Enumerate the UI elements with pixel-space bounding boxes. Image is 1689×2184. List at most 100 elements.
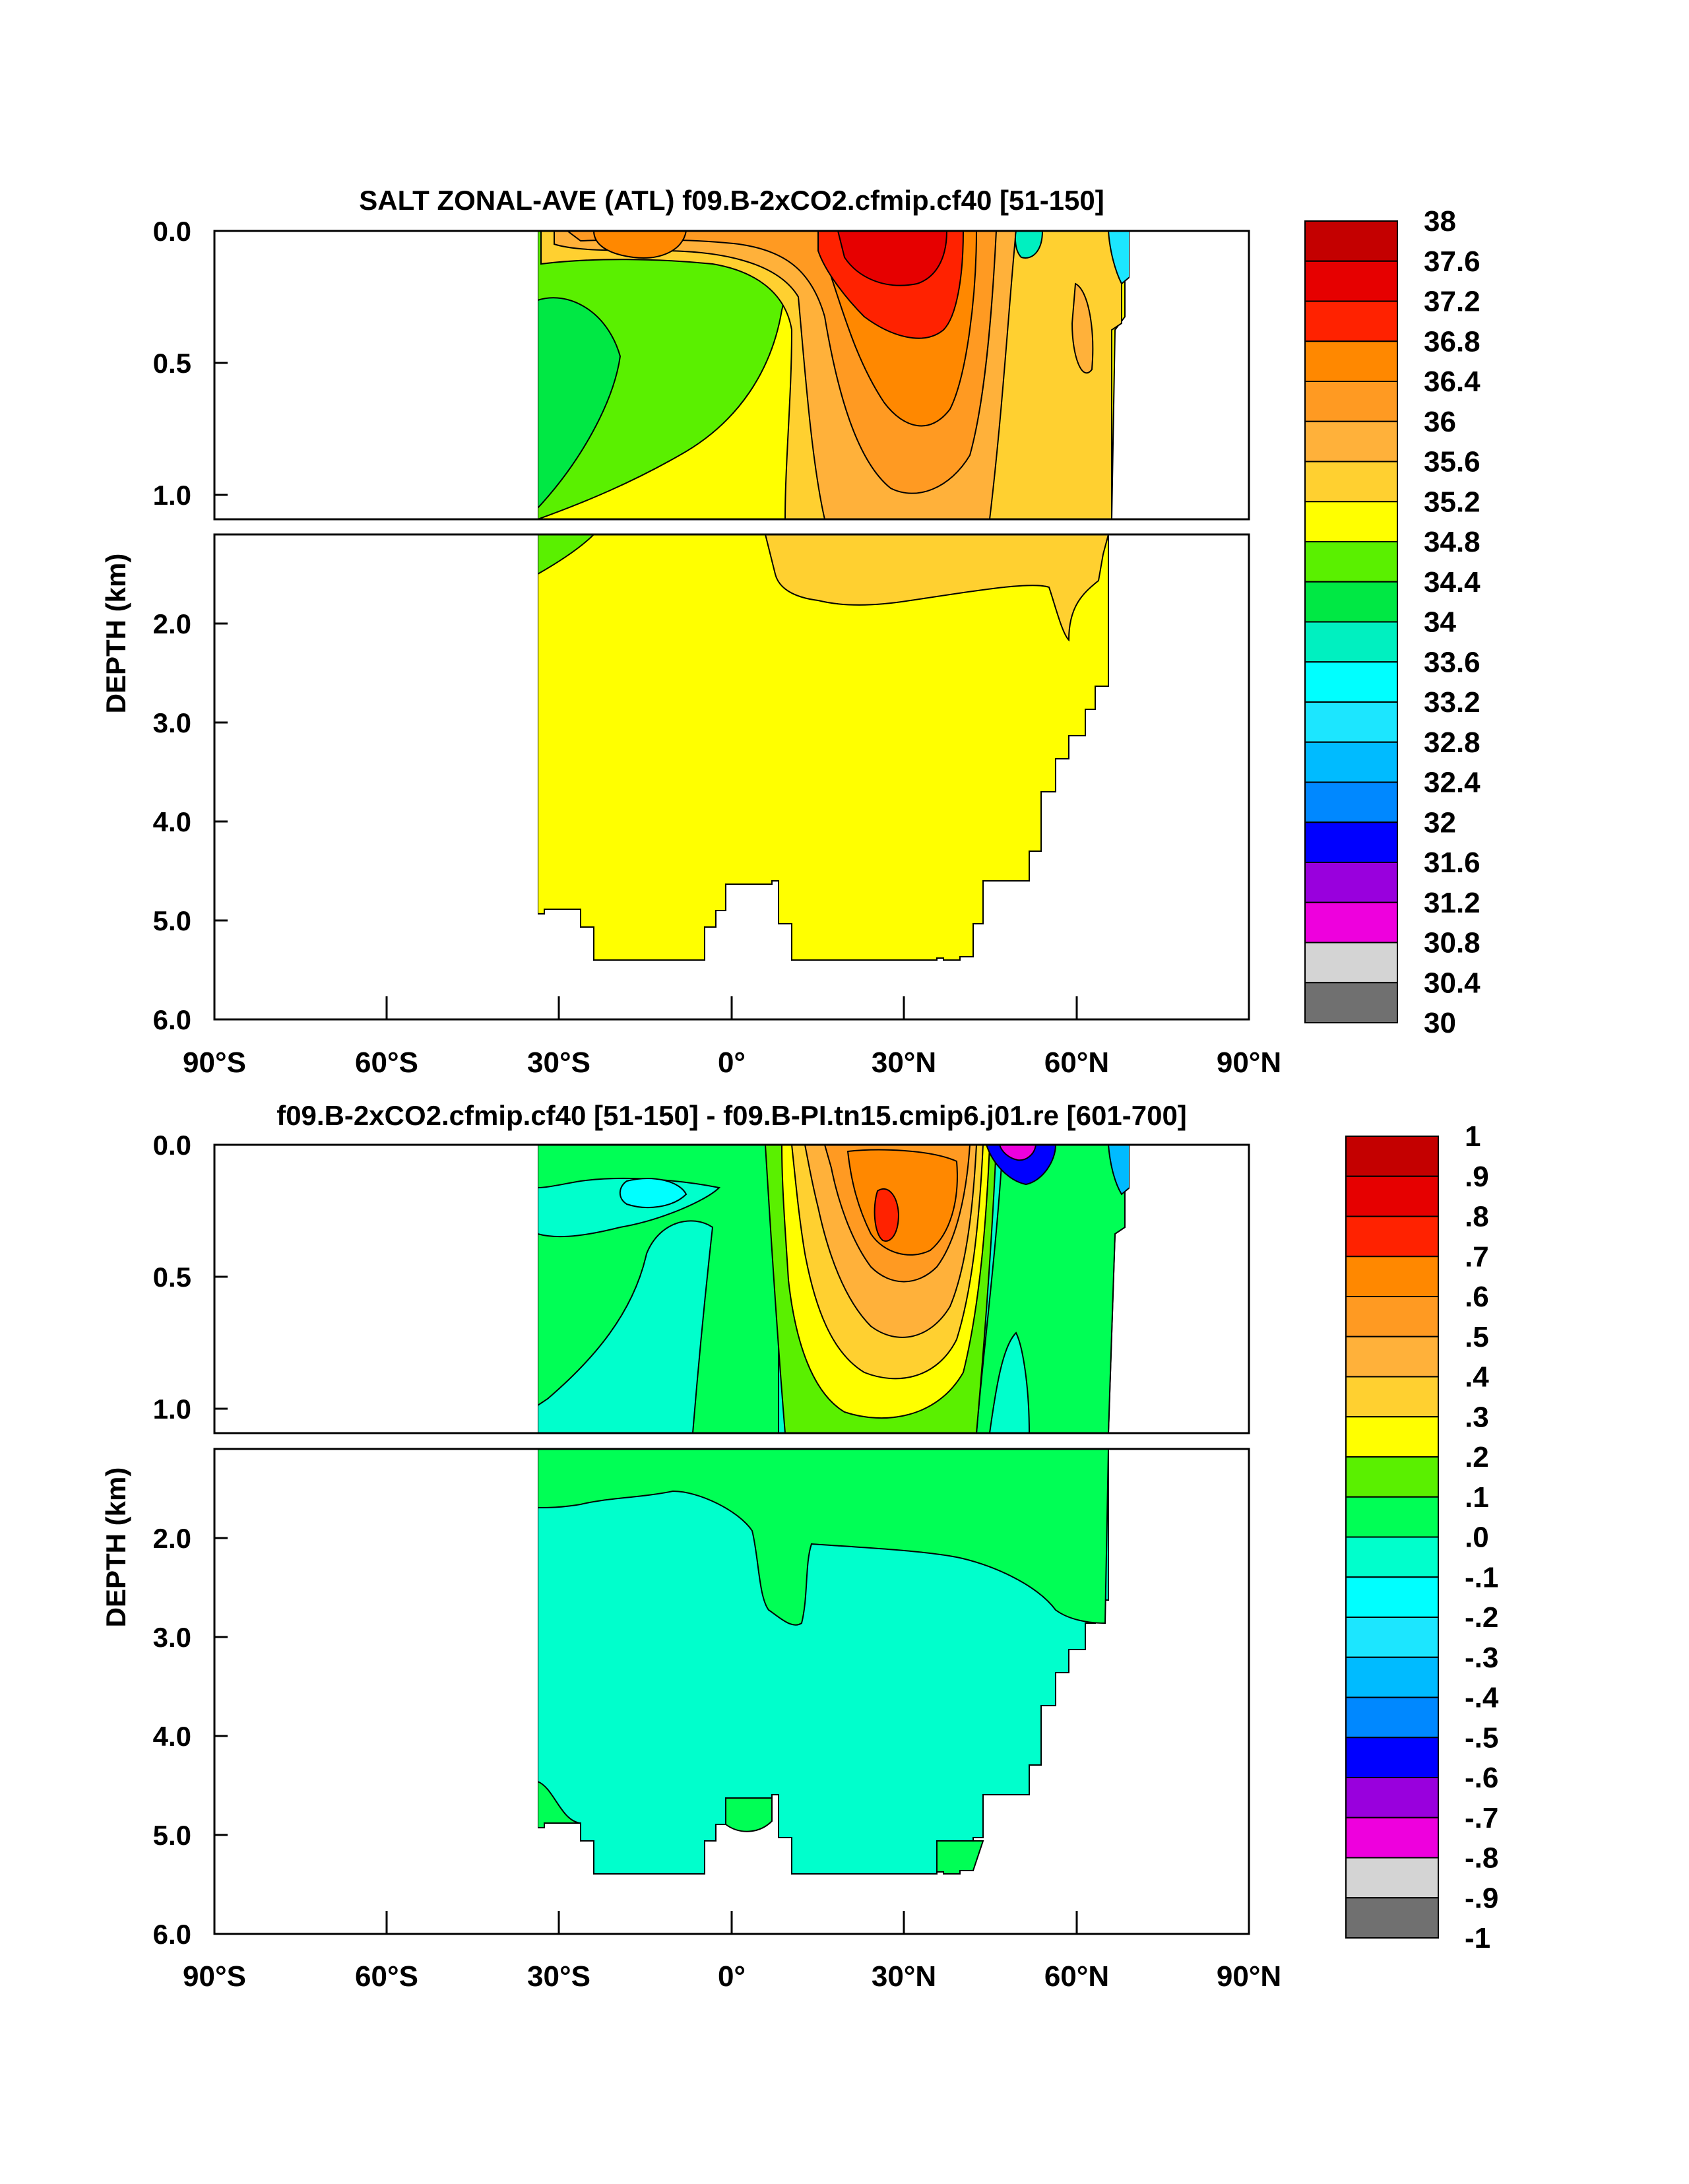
y-tick-label: 4.0: [153, 1721, 191, 1752]
colorbar-label: .4: [1465, 1361, 1489, 1394]
colorbar-swatch: [1304, 781, 1398, 823]
colorbar-label: 30.8: [1424, 927, 1481, 959]
colorbar-label: 38: [1424, 205, 1456, 238]
colorbar-label: 32.4: [1424, 767, 1481, 799]
region-deep-35.2: [764, 534, 1110, 642]
colorbar-swatch: [1304, 581, 1398, 623]
region-deep-0.1-north-bottom: [936, 1840, 984, 1875]
colorbar-label: 35.6: [1424, 446, 1481, 478]
y-tick-label: 0.0: [153, 216, 191, 247]
axes-upper-frame: [213, 1143, 1250, 1434]
colorbar-label: 36: [1424, 406, 1456, 438]
region-deep-34.4: [537, 534, 595, 575]
y-axis-label: DEPTH (km): [100, 554, 131, 714]
colorbar-label: .1: [1465, 1481, 1489, 1514]
x-tick-labels: 90°S 60°S 30°S 0° 30°N 60°N 90°N: [183, 1960, 1281, 1993]
colorbar-swatch: [1304, 661, 1398, 703]
x-tick-label: 90°N: [1217, 1046, 1281, 1079]
colorbar-label: 36.8: [1424, 325, 1481, 358]
colorbar-label: -.5: [1465, 1721, 1498, 1754]
region-diff-minus-0.7: [998, 1145, 1037, 1161]
colorbar-swatch: [1345, 1296, 1439, 1337]
colorbar-label: .7: [1465, 1240, 1489, 1273]
colorbar-swatch: [1345, 1777, 1439, 1818]
colorbar-swatch: [1345, 1576, 1439, 1618]
field-lower: [214, 534, 1110, 1019]
colorbar-swatch: [1345, 1696, 1439, 1739]
colorbar-label: .5: [1465, 1321, 1489, 1353]
field-upper: [214, 231, 1249, 519]
x-tick-label: 90°S: [183, 1046, 246, 1079]
y-tick-label: 6.0: [153, 1004, 191, 1035]
colorbar-label: 34.8: [1424, 526, 1481, 558]
y-tick-label: 0.5: [153, 348, 191, 379]
colorbar-swatch: [1345, 1656, 1439, 1698]
region-deep-0.1: [537, 1449, 1110, 1626]
colorbar-label: 35.2: [1424, 486, 1481, 518]
region-deep-0.1-south-ridge: [725, 1797, 773, 1832]
land-mask-north: [1130, 231, 1249, 519]
colorbar-swatch: [1345, 1376, 1439, 1418]
colorbar-swatch: [1304, 942, 1398, 984]
region-diff-0.1-north: [975, 1145, 1126, 1433]
region-salinity-35.6-east: [1071, 282, 1094, 374]
y-tick-label: 0.0: [153, 1130, 191, 1161]
colorbar-label: -.7: [1465, 1802, 1498, 1834]
x-tick-label: 30°S: [527, 1046, 590, 1079]
colorbar-label: -.2: [1465, 1601, 1498, 1634]
region-cold-fresh-jet: [1015, 231, 1044, 259]
colorbar-swatch: [1345, 1536, 1439, 1578]
region-salinity-36.0-west: [592, 231, 687, 259]
colorbar: 1 .9 .8 .7 .6 .5 .4 .3 .2 .1 .0 -.1 -.2 -.3 -.4 -.5 -.6 -…: [1345, 1120, 1499, 1954]
axes-upper-frame: [213, 230, 1250, 521]
land-mask: [214, 534, 538, 1019]
colorbar-swatch: [1345, 1737, 1439, 1778]
colorbar-label: 33.6: [1424, 646, 1481, 678]
region-diff-minus-0.5: [985, 1145, 1057, 1186]
y-tick-label: 2.0: [153, 1523, 191, 1554]
y-tick-label: 3.0: [153, 1622, 191, 1653]
region-diff-0.8: [874, 1188, 900, 1242]
y-axis: [214, 230, 228, 1021]
x-axis: [213, 996, 1250, 1019]
x-tick-label: 0°: [718, 1960, 746, 1993]
colorbar-swatch: [1304, 701, 1398, 743]
y-tick-label: 5.0: [153, 1820, 191, 1851]
y-tick-label: 5.0: [153, 905, 191, 936]
y-tick-label: 0.5: [153, 1262, 191, 1293]
colorbar-label: .0: [1465, 1522, 1489, 1554]
region-salinity-34.0: [537, 297, 621, 510]
x-tick-label: 90°S: [183, 1960, 246, 1993]
region-diff-0.7: [846, 1149, 958, 1256]
colorbar-label: 33.2: [1424, 686, 1481, 719]
x-tick-label: 90°N: [1217, 1960, 1281, 1993]
colorbar-swatch: [1304, 420, 1398, 463]
y-tick-label: 1.0: [153, 1394, 191, 1425]
x-tick-label: 30°N: [872, 1046, 936, 1079]
colorbar-label: -1: [1465, 1922, 1490, 1954]
colorbar-swatch: [1345, 1215, 1439, 1258]
region-arctic-fresh: [1107, 231, 1130, 285]
colorbar-label: 30: [1424, 1007, 1456, 1039]
land-mask: [214, 1145, 538, 1433]
colorbar-swatch: [1304, 461, 1398, 503]
colorbar-label: -.4: [1465, 1682, 1499, 1714]
colorbar-swatch: [1304, 381, 1398, 422]
y-tick-labels: 0.0 0.5 1.0 2.0 3.0 4.0 5.0 6.0: [153, 216, 191, 1035]
colorbar-label: -.9: [1465, 1882, 1498, 1914]
colorbar-swatch: [1345, 1816, 1439, 1859]
y-tick-label: 3.0: [153, 707, 191, 738]
y-axis: [214, 1143, 228, 1935]
colorbar-swatch: [1345, 1256, 1439, 1297]
colorbar-swatch: [1304, 501, 1398, 542]
x-tick-labels: 90°S 60°S 30°S 0° 30°N 60°N 90°N: [183, 1046, 1281, 1079]
colorbar-label: 37.2: [1424, 286, 1481, 318]
colorbar-label: 34.4: [1424, 566, 1481, 598]
land-mask: [214, 1449, 538, 1934]
colorbar-label: .3: [1465, 1401, 1489, 1433]
colorbar-swatch: [1304, 220, 1398, 262]
colorbar-label: .9: [1465, 1161, 1489, 1193]
colorbar-swatch: [1345, 1175, 1439, 1217]
colorbar-label: .8: [1465, 1201, 1489, 1233]
